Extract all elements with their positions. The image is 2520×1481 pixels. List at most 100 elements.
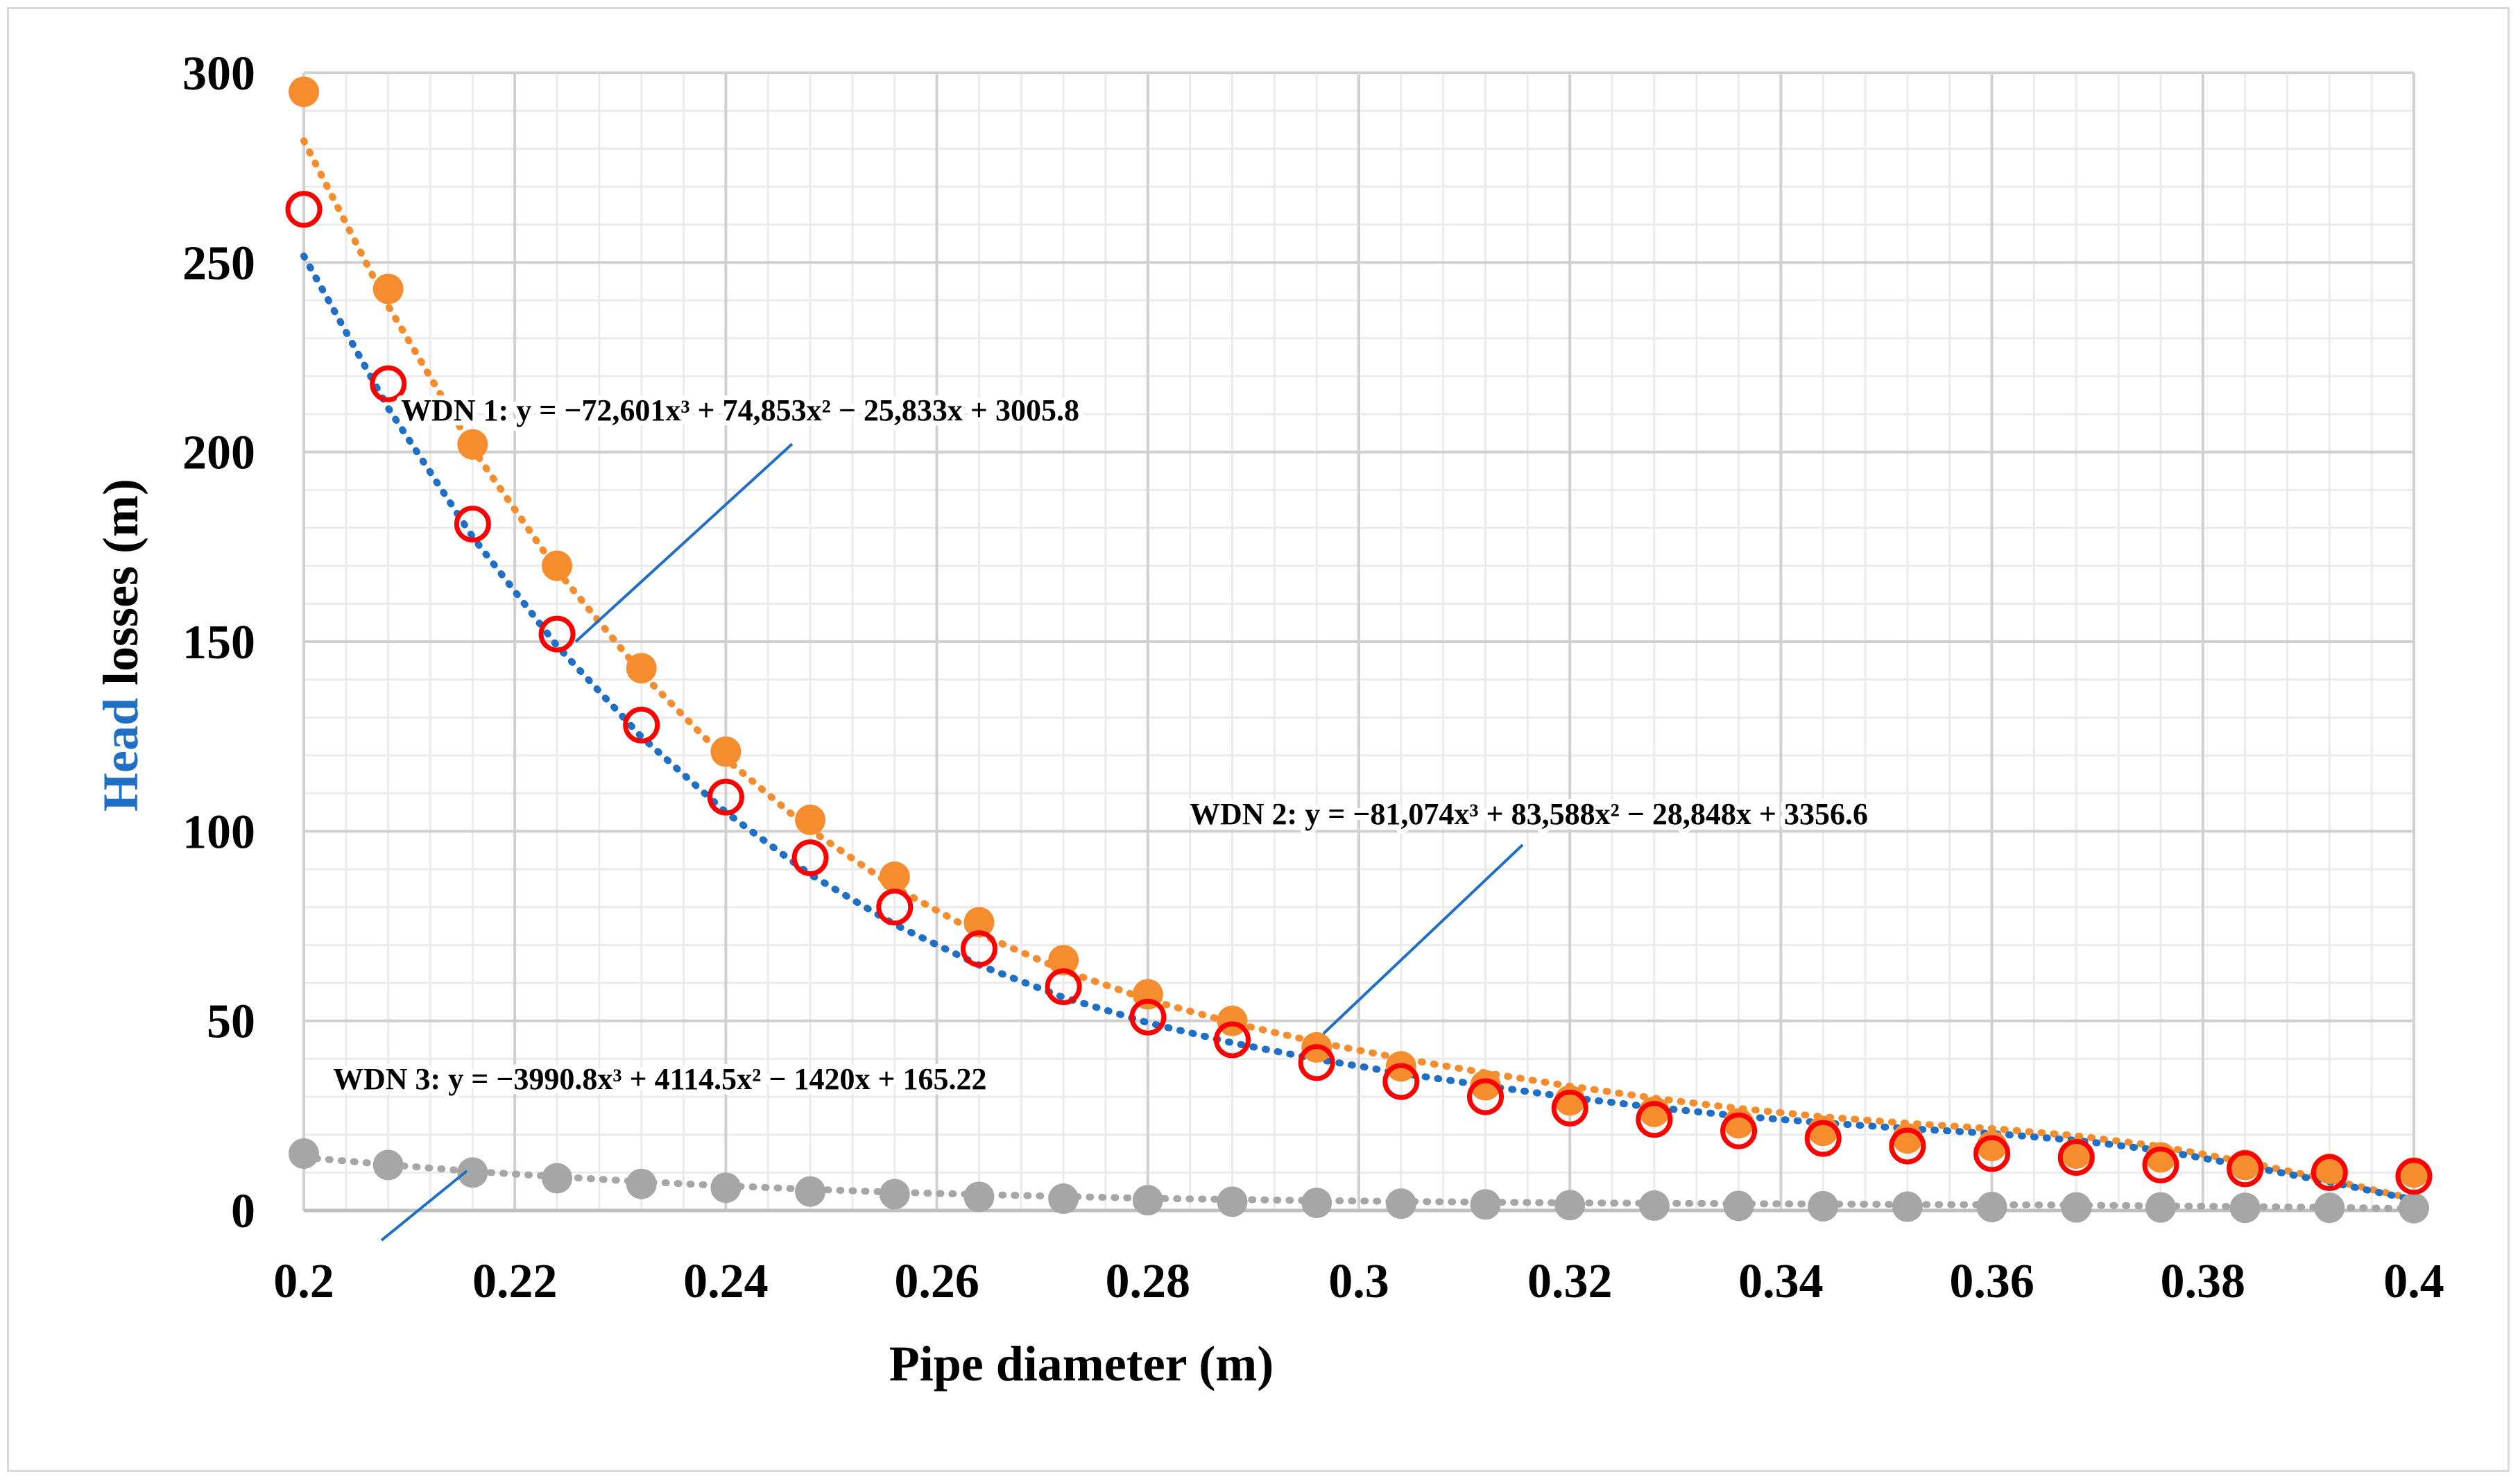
point-wdn-2 — [1048, 945, 1079, 976]
x-tick-label: 0.24 — [683, 1255, 769, 1308]
x-tick-label: 0.36 — [1949, 1255, 2034, 1308]
point-wdn-3 — [963, 1181, 995, 1213]
x-tick-label: 0.28 — [1106, 1255, 1191, 1308]
point-wdn-2 — [1217, 1005, 1248, 1036]
point-wdn-3 — [2314, 1192, 2345, 1224]
point-wdn-3 — [457, 1157, 488, 1188]
point-wdn-1 — [285, 191, 323, 228]
data-points — [285, 76, 2433, 1224]
point-wdn-1 — [370, 365, 407, 402]
y-tick-label: 250 — [182, 237, 255, 290]
x-tick-label: 0.38 — [2161, 1255, 2246, 1308]
chart-labels: 0.2 0.22 0.24 0.26 0.28 0.3 0.32 0.34 0.36 0.38 0.… — [93, 47, 2444, 1392]
point-wdn-2 — [372, 273, 404, 305]
point-wdn-3 — [626, 1168, 657, 1199]
point-wdn-1 — [538, 615, 576, 653]
point-wdn-1 — [1720, 1112, 1758, 1149]
point-wdn-2 — [626, 653, 657, 684]
point-wdn-3 — [1892, 1191, 1923, 1222]
trendline-wdn-2 — [300, 137, 2417, 1203]
y-tick-label: 100 — [182, 805, 255, 859]
point-wdn-2 — [879, 861, 910, 892]
point-wdn-3 — [2229, 1192, 2261, 1224]
point-wdn-1 — [1973, 1135, 2011, 1172]
point-wdn-3 — [542, 1163, 573, 1194]
x-tick-label: 0.4 — [2383, 1255, 2444, 1308]
point-wdn-3 — [1808, 1190, 1839, 1222]
point-wdn-1 — [1298, 1044, 1335, 1081]
point-wdn-3 — [879, 1179, 910, 1210]
point-wdn-1 — [1382, 1063, 1420, 1100]
y-tick-label: 0 — [231, 1185, 255, 1238]
point-wdn-3 — [1385, 1188, 1416, 1219]
point-wdn-1 — [454, 506, 491, 543]
x-tick-label: 0.34 — [1738, 1255, 1824, 1308]
point-wdn-3 — [1470, 1189, 1501, 1220]
point-wdn-1 — [1045, 968, 1082, 1005]
point-wdn-3 — [1217, 1186, 1248, 1217]
point-wdn-1 — [2227, 1150, 2264, 1188]
y-axis-title-rest: losses (m) — [93, 479, 148, 698]
point-wdn-2 — [963, 907, 995, 938]
point-wdn-1 — [1804, 1120, 1842, 1157]
point-wdn-3 — [795, 1176, 826, 1207]
trendline-wdn-1 — [300, 252, 2417, 1204]
point-wdn-3 — [2061, 1192, 2092, 1223]
point-wdn-3 — [710, 1172, 742, 1204]
equation-label-wdn-2: WDN 2: y = −81,074x³ + 83,588x² − 28,848… — [1190, 797, 1868, 831]
y-tick-label: 150 — [182, 616, 255, 669]
chart-frame — [7, 7, 2510, 1472]
point-wdn-3 — [2145, 1192, 2176, 1223]
equation-label-wdn-1: WDN 1: y = −72,601x³ + 74,853x² − 25,833… — [401, 393, 1079, 427]
point-wdn-3 — [1723, 1190, 1754, 1222]
point-wdn-1 — [1889, 1127, 1926, 1165]
point-wdn-1 — [876, 889, 914, 926]
x-tick-label: 0.22 — [472, 1255, 558, 1308]
leader-line-wdn-1 — [574, 443, 794, 643]
point-wdn-1 — [791, 839, 829, 877]
leader-line-wdn-3 — [380, 1170, 468, 1242]
point-wdn-1 — [707, 778, 744, 816]
y-axis-title: Head losses (m) — [93, 479, 148, 812]
point-wdn-2 — [457, 429, 488, 460]
point-wdn-1 — [1129, 998, 1167, 1036]
point-wdn-3 — [1048, 1183, 1079, 1215]
x-tick-label: 0.3 — [1328, 1255, 1389, 1308]
x-tick-label: 0.2 — [273, 1255, 334, 1308]
point-wdn-1 — [960, 930, 997, 968]
point-wdn-3 — [1301, 1188, 1332, 1219]
point-wdn-2 — [710, 736, 742, 767]
point-wdn-3 — [1554, 1190, 1586, 1221]
y-tick-label: 200 — [182, 427, 255, 480]
point-wdn-3 — [1976, 1192, 2007, 1223]
point-wdn-1 — [1551, 1089, 1588, 1127]
point-wdn-2 — [1470, 1070, 1501, 1101]
point-wdn-1 — [1213, 1021, 1251, 1059]
point-wdn-1 — [2395, 1158, 2433, 1195]
point-wdn-1 — [1467, 1078, 1505, 1115]
x-tick-label: 0.26 — [894, 1255, 979, 1308]
x-axis-title: Pipe diameter (m) — [889, 1336, 1274, 1392]
annotation-leaders — [380, 443, 1524, 1242]
y-tick-label: 300 — [182, 47, 255, 101]
leader-line-wdn-2 — [1322, 844, 1524, 1035]
equation-label-wdn-3: WDN 3: y = −3990.8x³ + 4114.5x² − 1420x … — [333, 1062, 987, 1096]
y-axis-title-highlight: Head — [93, 698, 148, 812]
chart-grid — [302, 71, 2415, 1212]
point-wdn-3 — [1638, 1190, 1670, 1221]
point-wdn-3 — [2399, 1192, 2429, 1224]
point-wdn-3 — [1132, 1185, 1163, 1216]
point-wdn-2 — [542, 550, 573, 581]
point-wdn-1 — [623, 706, 660, 744]
point-wdn-2 — [795, 804, 826, 835]
point-wdn-3 — [372, 1149, 404, 1181]
point-wdn-1 — [2142, 1146, 2179, 1183]
point-wdn-2 — [289, 76, 319, 108]
point-wdn-1 — [2057, 1138, 2095, 1176]
point-wdn-3 — [289, 1138, 319, 1169]
x-tick-label: 0.32 — [1527, 1255, 1613, 1308]
point-wdn-1 — [1636, 1101, 1673, 1138]
point-wdn-1 — [2311, 1154, 2348, 1191]
y-tick-label: 50 — [207, 995, 255, 1049]
